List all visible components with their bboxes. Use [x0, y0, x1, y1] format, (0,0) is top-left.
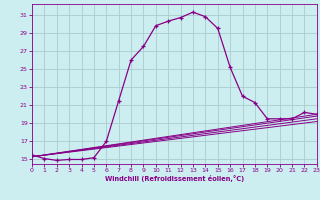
X-axis label: Windchill (Refroidissement éolien,°C): Windchill (Refroidissement éolien,°C) — [105, 175, 244, 182]
